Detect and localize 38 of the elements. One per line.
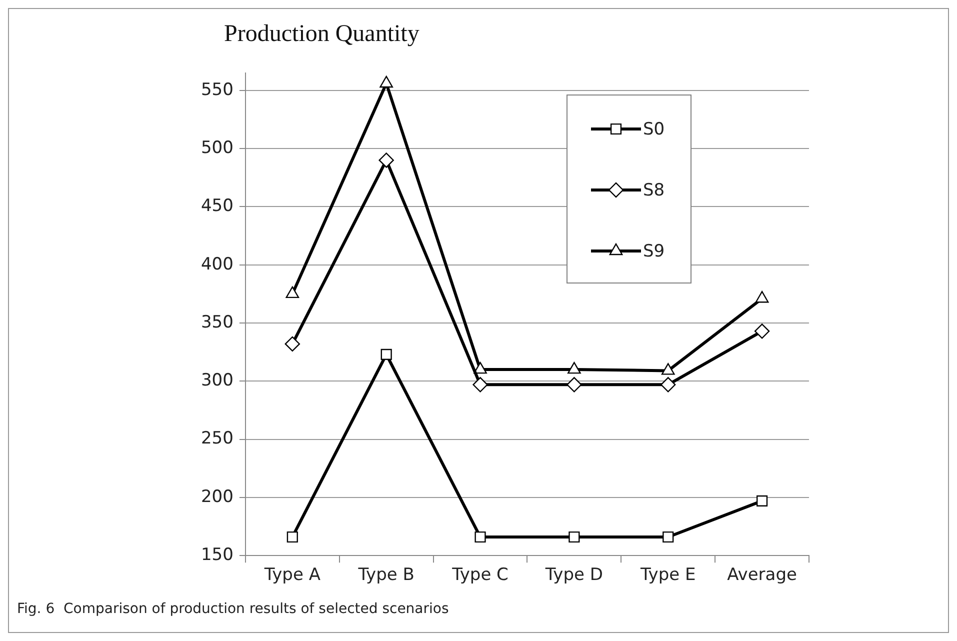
y-tick-label: 400 (200, 254, 234, 274)
y-tick-label: 450 (200, 196, 234, 216)
y-tick-label: 500 (200, 138, 234, 158)
point (662, 531, 674, 543)
x-tick-label: Type B (357, 565, 414, 586)
point (568, 362, 581, 374)
point (566, 377, 582, 392)
y-tick-label: 250 (200, 428, 234, 449)
point (754, 324, 770, 339)
point (380, 348, 392, 360)
point (286, 531, 298, 543)
point (378, 152, 394, 168)
point (286, 286, 300, 298)
point (474, 362, 487, 374)
x-tick-label: Average (727, 565, 797, 586)
legend-label: S8 (643, 180, 665, 200)
point (474, 531, 486, 543)
point (660, 377, 676, 392)
point (755, 291, 769, 303)
point (284, 336, 300, 352)
x-tick-label: Type A (263, 565, 321, 586)
y-tick-label: 150 (200, 545, 234, 566)
point (380, 76, 393, 88)
caption: Fig. 6 Comparison of production results of selected scenarios (17, 601, 449, 617)
legend-label: S9 (643, 241, 665, 262)
y-tick-label: 200 (200, 486, 234, 507)
point (568, 531, 580, 543)
x-tick-label: Type D (544, 565, 603, 586)
chart-title: Production Quantity (224, 21, 420, 48)
y-tick-label: 550 (200, 80, 234, 100)
point (661, 363, 675, 375)
y-tick-label: 350 (200, 312, 234, 332)
x-tick-label: Type C (451, 565, 508, 586)
point (756, 495, 768, 506)
point (472, 377, 488, 392)
y-tick-label: 300 (200, 370, 234, 391)
x-tick-label: Type E (640, 565, 696, 586)
legend-label: S0 (643, 119, 665, 140)
